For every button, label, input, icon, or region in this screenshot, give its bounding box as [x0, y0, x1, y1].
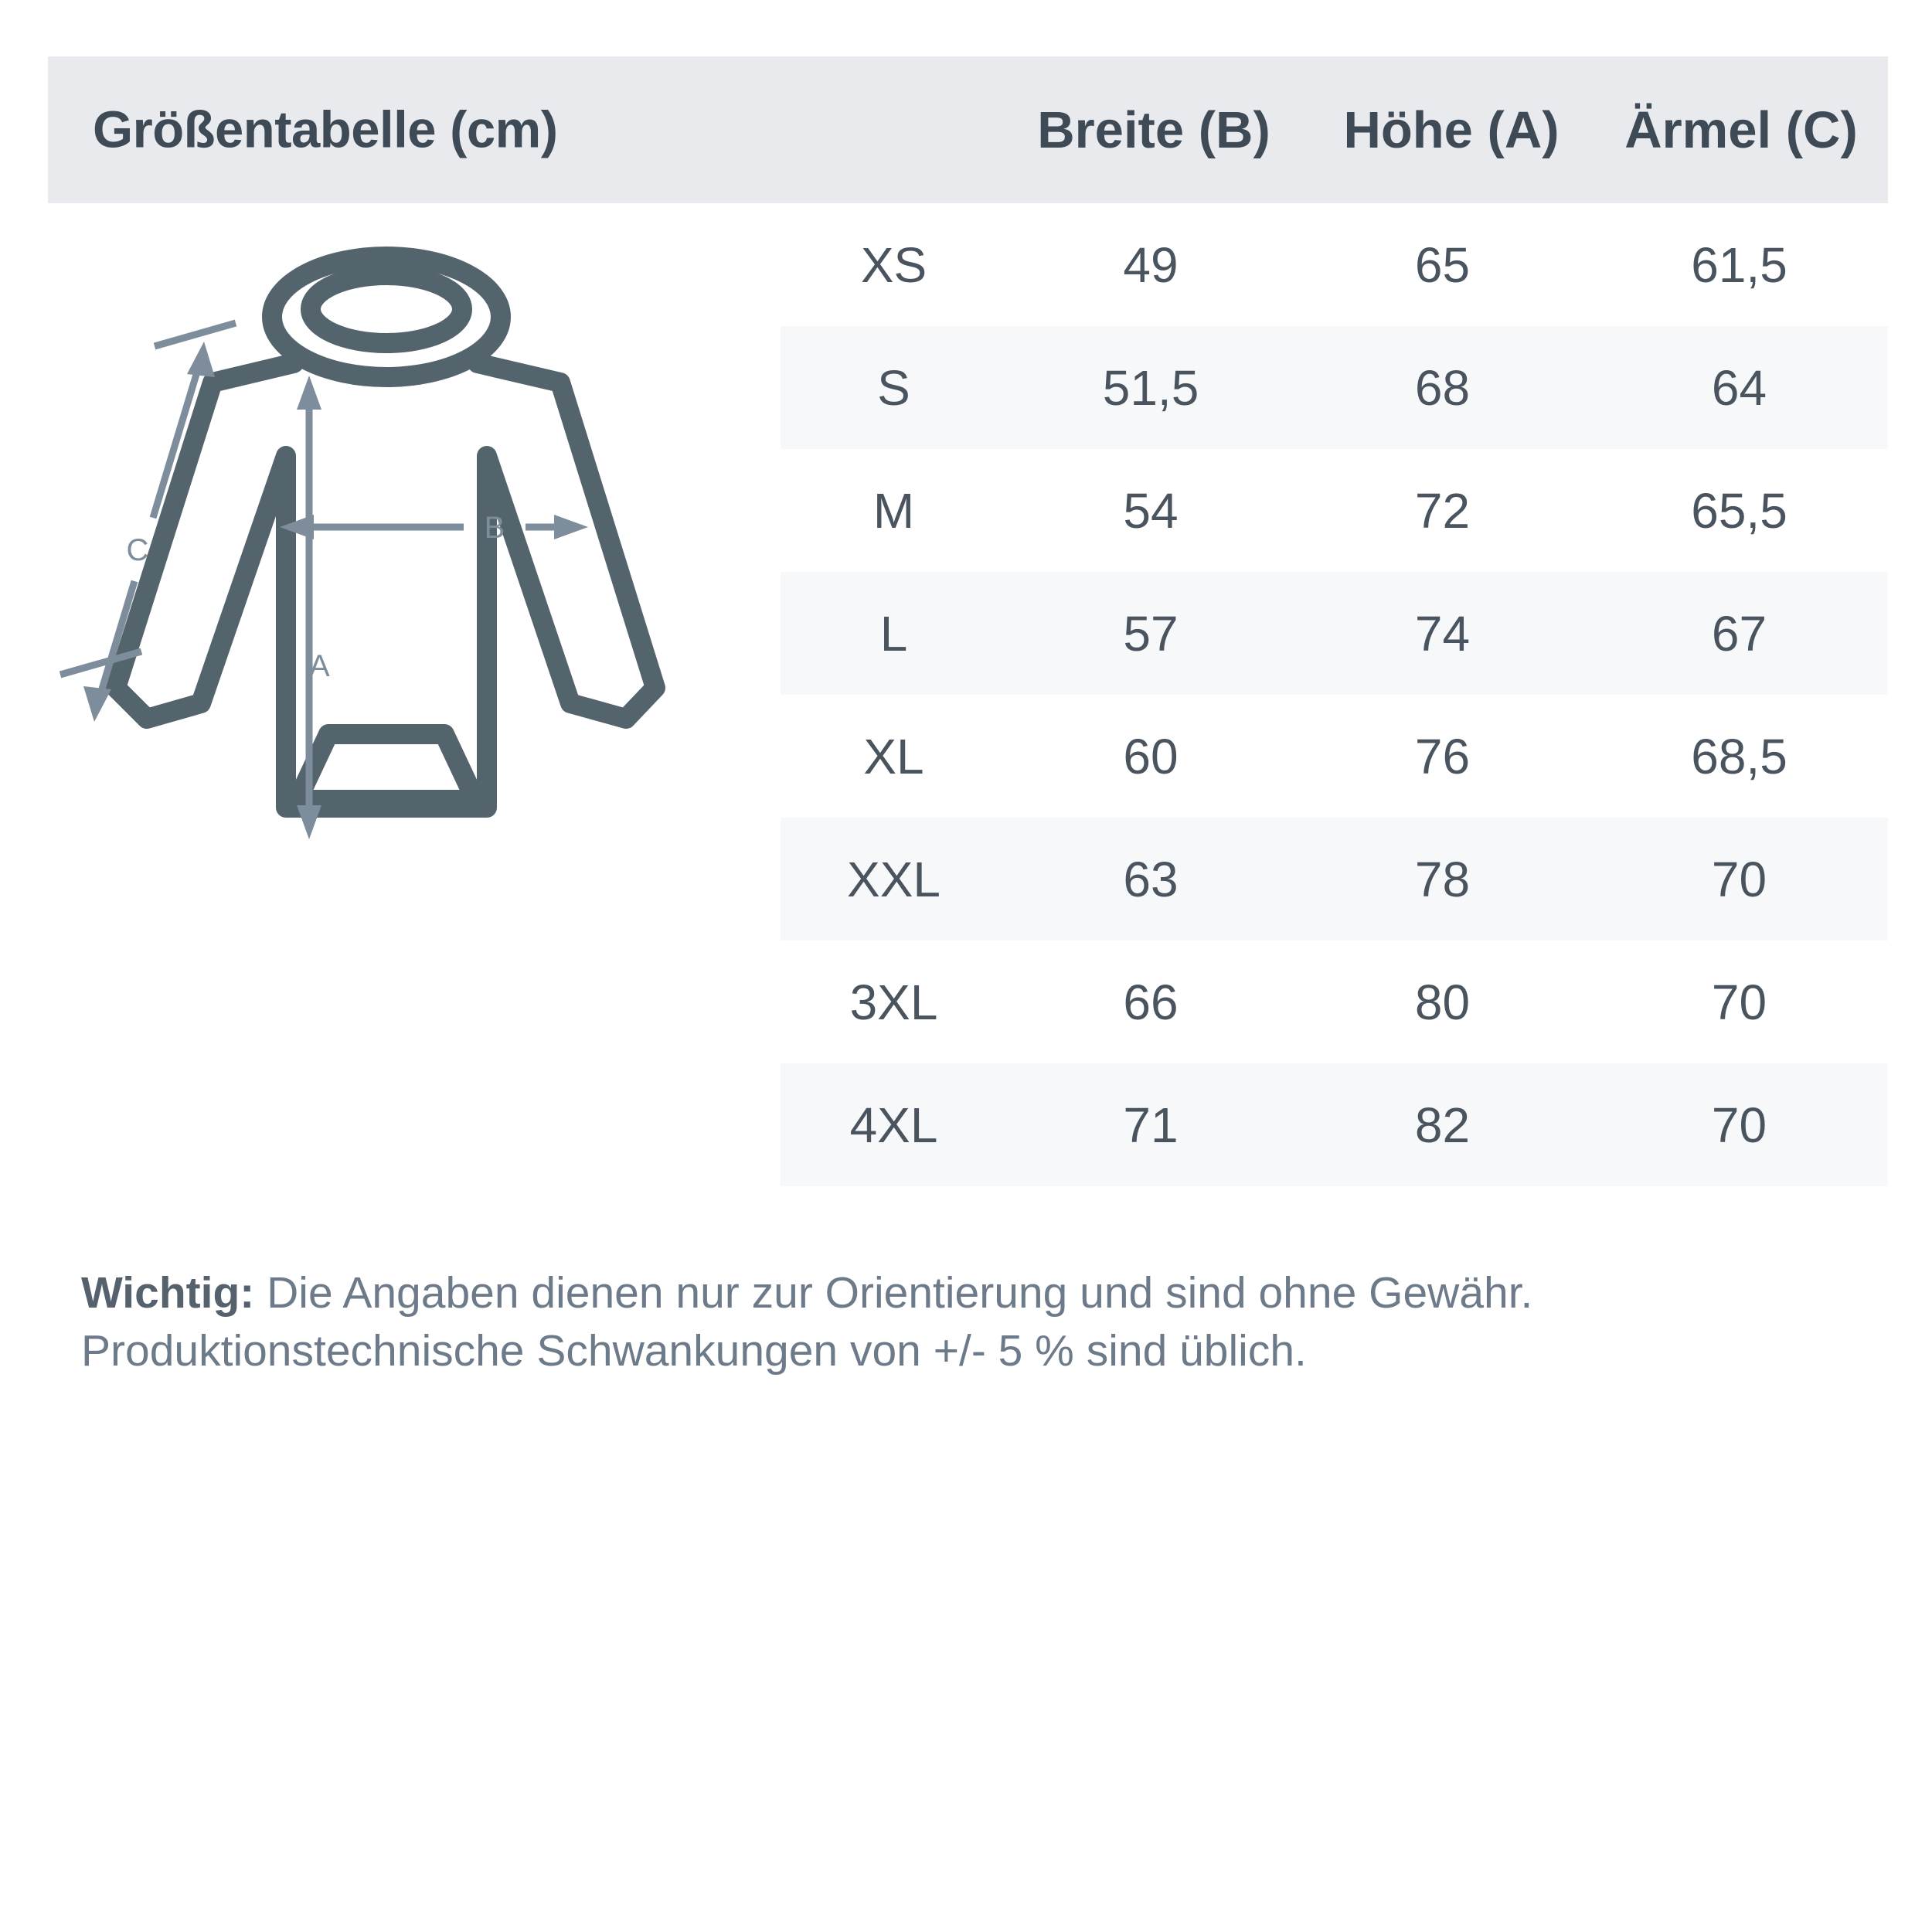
cell-sleeve: 65,5 [1691, 482, 1787, 539]
cell-size: L [879, 605, 908, 662]
table-row: XXL 63 78 70 [781, 818, 1888, 940]
dimension-label-c: C [127, 533, 149, 567]
cell-height: 65 [1414, 236, 1471, 293]
cell-height: 82 [1414, 1097, 1471, 1153]
cell-width: 54 [1123, 482, 1179, 539]
table-row: 3XL 66 80 70 [781, 940, 1888, 1063]
cell-height: 80 [1414, 974, 1471, 1030]
cell-sleeve: 70 [1711, 1097, 1767, 1153]
cell-size: XL [863, 728, 924, 784]
cell-width: 51,5 [1102, 359, 1199, 416]
dimension-annotations: A B C [59, 319, 588, 839]
cell-sleeve: 67 [1711, 605, 1767, 662]
cell-height: 76 [1414, 728, 1471, 784]
cell-width: 66 [1123, 974, 1179, 1030]
cell-size: XS [860, 236, 927, 293]
table-row: M 54 72 65,5 [781, 449, 1888, 572]
dimension-label-a: A [309, 649, 330, 683]
cell-height: 72 [1414, 482, 1471, 539]
column-header-sleeve: Ärmel (C) [1624, 100, 1858, 159]
column-header-group: Breite (B) Höhe (A) Ärmel (C) [999, 56, 1888, 203]
size-table: XS 49 65 61,5 S 51,5 68 64 M 54 72 65,5 … [781, 203, 1888, 1186]
cell-size: 3XL [849, 974, 938, 1030]
disclaimer-note: Wichtig: Die Angaben dienen nur zur Orie… [81, 1264, 1882, 1380]
dimension-arrow-a [297, 376, 321, 839]
cell-width: 60 [1123, 728, 1179, 784]
cell-size: 4XL [849, 1097, 938, 1153]
cell-height: 78 [1414, 851, 1471, 907]
cell-sleeve: 64 [1711, 359, 1767, 416]
cell-size: XXL [847, 851, 940, 907]
cell-width: 71 [1123, 1097, 1179, 1153]
cell-sleeve: 68,5 [1691, 728, 1787, 784]
table-row: L 57 74 67 [781, 572, 1888, 695]
dimension-label-b: B [485, 511, 505, 545]
cell-height: 68 [1414, 359, 1471, 416]
dimension-arrow-c [59, 319, 237, 722]
column-header-width: Breite (B) [1037, 100, 1270, 159]
cell-height: 74 [1414, 605, 1471, 662]
cell-width: 57 [1123, 605, 1179, 662]
dimension-arrow-b [280, 515, 588, 539]
page-title: Größentabelle (cm) [93, 100, 558, 159]
table-row: XS 49 65 61,5 [781, 203, 1888, 326]
cell-size: M [872, 482, 915, 539]
cell-sleeve: 70 [1711, 851, 1767, 907]
cell-width: 63 [1123, 851, 1179, 907]
cell-sleeve: 70 [1711, 974, 1767, 1030]
hoodie-icon [106, 247, 665, 818]
cell-sleeve: 61,5 [1691, 236, 1787, 293]
column-header-height: Höhe (A) [1343, 100, 1560, 159]
disclaimer-text: Die Angaben dienen nur zur Orientierung … [81, 1268, 1533, 1376]
hoodie-diagram: A B C [54, 224, 765, 866]
cell-width: 49 [1123, 236, 1179, 293]
disclaimer-label: Wichtig: [81, 1268, 255, 1318]
cell-size: S [877, 359, 910, 416]
table-header-band: Größentabelle (cm) Breite (B) Höhe (A) Ä… [48, 56, 1888, 203]
table-row: S 51,5 68 64 [781, 326, 1888, 449]
table-row: 4XL 71 82 70 [781, 1063, 1888, 1186]
table-row: XL 60 76 68,5 [781, 695, 1888, 818]
